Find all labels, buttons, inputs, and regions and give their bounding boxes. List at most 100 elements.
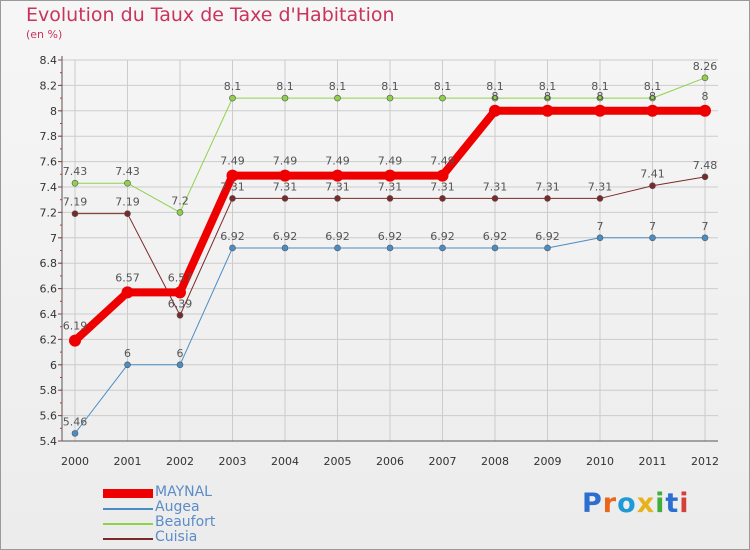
data-label-cuisia: 7.31 — [378, 180, 403, 193]
data-label-augea: 7 — [702, 220, 709, 233]
legend-swatch-maynal — [103, 489, 153, 498]
data-label-cuisia: 7.19 — [63, 196, 88, 209]
chart-subtitle: (en %) — [26, 28, 63, 41]
data-label-augea: 6 — [124, 347, 131, 360]
data-point-augea — [649, 234, 656, 242]
data-label-maynal: 7.49 — [273, 155, 298, 168]
x-tick-label: 2006 — [376, 455, 404, 468]
data-point-cuisia — [596, 195, 604, 202]
x-tick-label: 2008 — [481, 455, 509, 468]
logo-letter: i — [679, 488, 690, 519]
y-tick-label: 6.8 — [40, 257, 58, 270]
y-tick-label: 5.6 — [40, 410, 58, 423]
x-tick-label: 2003 — [219, 455, 247, 468]
y-tick-label: 8.2 — [40, 79, 58, 92]
data-label-cuisia: 7.41 — [640, 168, 665, 181]
data-label-maynal: 7.49 — [220, 155, 245, 168]
legend-item-augea: Augea — [103, 499, 263, 516]
data-label-augea: 7 — [597, 220, 604, 233]
data-point-augea — [176, 361, 184, 369]
x-tick-label: 2000 — [61, 455, 89, 468]
data-point-cuisia — [124, 210, 131, 217]
data-point-cuisia — [439, 195, 446, 202]
data-label-beaufort: 8.1 — [329, 80, 347, 93]
data-label-cuisia: 7.19 — [115, 196, 140, 209]
data-label-augea: 7 — [649, 220, 656, 233]
x-tick-label: 2004 — [271, 455, 299, 468]
data-point-beaufort — [491, 94, 499, 102]
data-point-augea — [544, 244, 551, 252]
data-label-maynal: 7.49 — [325, 155, 350, 168]
data-point-maynal — [489, 104, 501, 117]
data-label-augea: 6.92 — [220, 230, 245, 243]
data-label-maynal: 7.49 — [430, 155, 455, 168]
data-point-augea — [596, 234, 604, 242]
data-point-beaufort — [281, 94, 289, 102]
data-point-augea — [229, 244, 236, 252]
legend-label-maynal: MAYNAL — [155, 484, 212, 500]
data-label-maynal: 8 — [649, 90, 656, 103]
data-label-maynal: 8 — [492, 90, 499, 103]
data-point-augea — [701, 234, 709, 242]
x-tick-label: 2001 — [114, 455, 142, 468]
data-label-beaufort: 8.1 — [381, 80, 399, 93]
data-point-maynal — [226, 169, 239, 182]
data-point-cuisia — [649, 182, 656, 190]
data-label-cuisia: 7.48 — [693, 159, 718, 172]
legend-item-cuisia: Cuisia — [103, 529, 263, 546]
data-point-cuisia — [334, 195, 341, 202]
data-point-cuisia — [386, 195, 394, 202]
legend-label-beaufort: Beaufort — [155, 514, 216, 530]
logo-letter: t — [665, 488, 680, 519]
data-point-maynal — [594, 104, 606, 117]
y-tick-label: 6 — [50, 359, 57, 372]
data-point-beaufort — [649, 94, 656, 102]
data-label-cuisia: 7.31 — [483, 180, 508, 193]
x-tick-label: 2005 — [324, 455, 352, 468]
legend-item-beaufort: Beaufort — [103, 514, 263, 531]
data-point-maynal — [699, 104, 711, 117]
y-tick-label: 6.6 — [40, 283, 58, 296]
data-label-beaufort: 8.1 — [224, 80, 242, 93]
data-point-augea — [281, 244, 289, 252]
legend-swatch-beaufort — [103, 522, 153, 525]
data-label-augea: 6 — [177, 347, 184, 360]
data-point-cuisia — [281, 195, 289, 202]
y-tick-label: 5.8 — [40, 384, 58, 397]
legend-label-augea: Augea — [155, 499, 200, 515]
data-point-maynal — [279, 169, 291, 182]
data-label-augea: 6.92 — [378, 230, 403, 243]
data-label-beaufort: 8.1 — [644, 80, 662, 93]
data-label-maynal: 6.57 — [168, 271, 193, 284]
data-label-maynal: 7.49 — [378, 155, 403, 168]
data-point-cuisia — [491, 195, 499, 202]
data-point-cuisia — [71, 210, 79, 217]
data-point-cuisia — [544, 195, 551, 202]
data-point-cuisia — [701, 173, 709, 181]
logo-letter: P — [582, 488, 603, 519]
data-label-cuisia: 6.39 — [168, 297, 193, 310]
legend-swatch-cuisia — [103, 537, 153, 540]
x-tick-label: 2011 — [639, 455, 667, 468]
data-label-maynal: 6.57 — [115, 271, 140, 284]
y-tick-label: 8 — [50, 105, 57, 118]
logo-letter: x — [636, 488, 656, 519]
data-label-augea: 6.92 — [325, 230, 350, 243]
data-label-beaufort: 8.26 — [693, 60, 718, 73]
data-point-beaufort — [386, 94, 394, 102]
x-tick-label: 2010 — [586, 455, 614, 468]
y-tick-label: 8.4 — [40, 54, 58, 67]
data-label-beaufort: 8.1 — [434, 80, 452, 93]
data-point-maynal — [384, 169, 396, 182]
data-label-beaufort: 8.1 — [591, 80, 609, 93]
data-label-cuisia: 7.31 — [588, 180, 613, 193]
data-point-augea — [334, 244, 341, 252]
data-label-augea: 6.92 — [273, 230, 298, 243]
x-tick-label: 2009 — [534, 455, 562, 468]
data-label-maynal: 8 — [702, 90, 709, 103]
data-point-beaufort — [176, 209, 184, 216]
data-label-augea: 6.92 — [535, 230, 560, 243]
data-label-augea: 6.92 — [430, 230, 455, 243]
